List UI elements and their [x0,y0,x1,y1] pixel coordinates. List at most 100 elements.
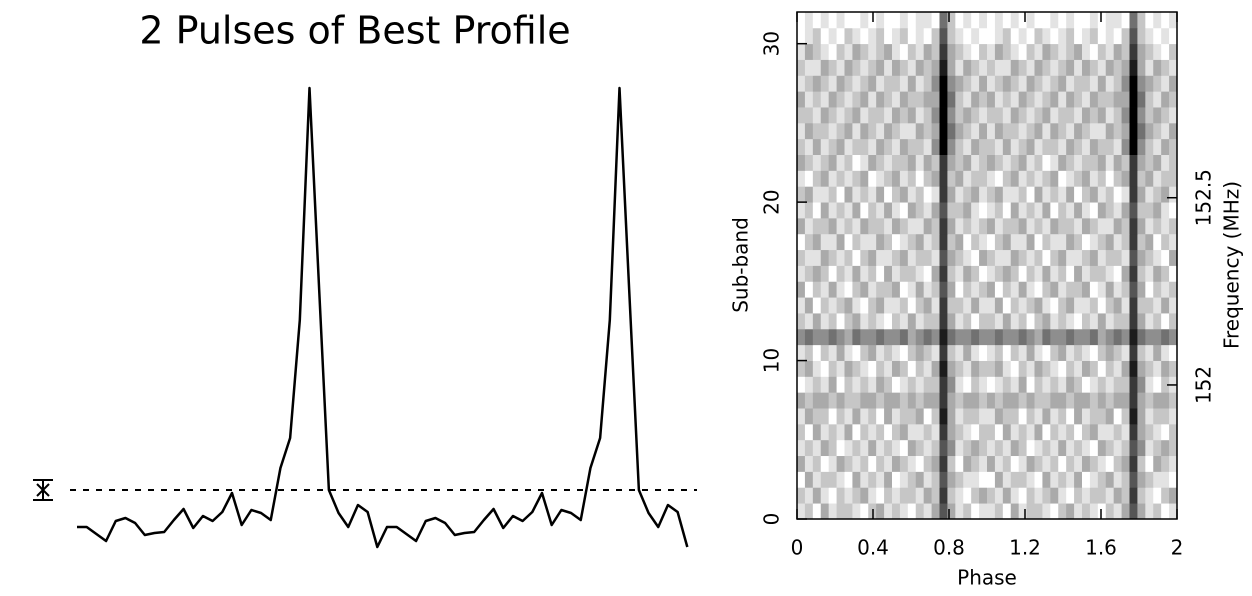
heatmap-cell [804,408,814,425]
heatmap-cell [812,297,822,314]
heatmap-cell [1089,27,1099,45]
heatmap-cell [1145,43,1154,60]
heatmap-cell [797,503,806,520]
heatmap-cell [987,122,996,140]
heatmap-cell [797,75,806,92]
heatmap-cell [836,297,845,314]
heatmap-cell [892,249,901,266]
heatmap-cell [1010,75,1020,92]
heatmap-cell [971,217,980,235]
heatmap-cell [1018,75,1027,92]
heatmap-cell [1058,138,1067,155]
heatmap-cell [860,439,869,457]
x-tick-label: 0 [791,536,804,560]
heatmap-cell [899,503,909,520]
heatmap-cell [1082,439,1091,457]
heatmap-cell [797,249,806,266]
heatmap-cell [1153,503,1162,520]
heatmap-cell [1002,503,1012,520]
heatmap-cell [1066,328,1075,346]
heatmap-cell [804,328,814,346]
heatmap-cell [939,297,948,314]
heatmap-cell [1082,122,1091,140]
heatmap-cell [836,202,845,219]
heatmap-cell [1169,154,1178,171]
heatmap-cell [1169,107,1178,124]
heatmap-cell [1137,344,1146,361]
heatmap-cell [1074,91,1083,108]
heatmap-cell [1066,138,1075,155]
heatmap-cell [1074,233,1083,251]
heatmap-cell [1058,75,1067,92]
heatmap-cell [836,503,845,520]
heatmap-cell [876,27,885,45]
heatmap-cell [971,43,980,60]
heatmap-cell [1034,249,1043,266]
heatmap-cell [1137,233,1146,251]
heatmap-cell [1089,297,1099,314]
heatmap-cell [1002,249,1012,266]
heatmap-cell [844,217,853,235]
heatmap-cell [987,249,996,266]
y-tick-label: 30 [760,31,784,56]
heatmap-cell [971,376,980,393]
heatmap-cell [955,75,964,92]
heatmap-cell [1074,408,1083,425]
heatmap-cell [876,344,885,361]
heatmap-cell [1082,12,1091,29]
heatmap-cell [1137,59,1146,76]
heatmap-cell [1082,281,1091,298]
heatmap-cell [1161,249,1170,266]
heatmap-cell [868,360,877,377]
heatmap-cell [860,233,869,251]
heatmap-cell [1137,107,1146,124]
heatmap-cell [1145,154,1154,171]
heatmap-cell [884,107,893,124]
heatmap-cell [1042,202,1051,219]
heatmap-cell [1050,344,1059,361]
heatmap-cell [836,233,845,251]
heatmap-cell [876,249,885,266]
heatmap-cell [899,297,909,314]
heatmap-cell [1097,344,1107,361]
heatmap-cell [1018,217,1027,235]
heatmap-cell [987,43,996,60]
heatmap-cell [852,313,861,330]
heatmap-cell [884,75,893,92]
heatmap-cell [979,186,988,203]
x-tick-label: 0.8 [933,536,965,560]
heatmap-cell [1129,138,1138,155]
heatmap-cell [868,154,877,171]
heatmap-cell [860,91,869,108]
heatmap-cell [987,186,996,203]
heatmap-cell [828,376,837,393]
heatmap-cell [1074,202,1083,219]
heatmap-cell [860,503,869,520]
heatmap-cell [931,392,940,409]
heatmap-cell [994,439,1004,457]
heatmap-cell [1113,107,1122,124]
heatmap-cell [860,75,869,92]
heatmap-cell [907,75,917,92]
heatmap-cell [1153,75,1162,92]
heatmap-cell [812,376,822,393]
heatmap-cell [797,59,806,76]
heatmap-cell [915,376,925,393]
heatmap-cell [955,281,964,298]
heatmap-cell [907,217,917,235]
heatmap-cell [844,122,853,140]
heatmap-cell [1105,439,1115,457]
heatmap-cell [1097,408,1107,425]
heatmap-cell [1105,43,1115,60]
heatmap-cell [931,328,940,346]
heatmap-cell [844,423,853,441]
heatmap-cell [820,249,830,266]
heatmap-cell [797,122,806,140]
heatmap-cell [1161,233,1170,251]
heatmap-cell [836,249,845,266]
heatmap-cell [963,12,972,29]
heatmap-cell [907,186,917,203]
heatmap-cell [820,217,830,235]
heatmap-cell [892,328,901,346]
heatmap-cell [1026,408,1035,425]
